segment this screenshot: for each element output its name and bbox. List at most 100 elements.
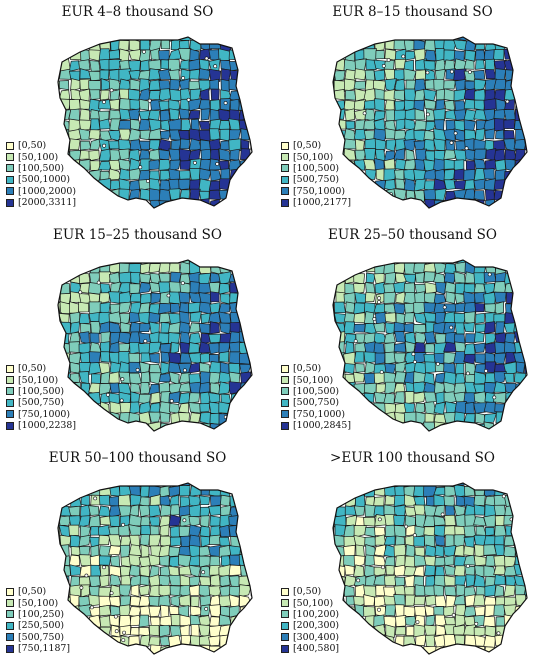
legend-item: [0,50) bbox=[6, 140, 94, 151]
legend-swatch bbox=[6, 398, 14, 407]
panel-title: EUR 8–15 thousand SO bbox=[332, 4, 493, 20]
city-marker bbox=[401, 54, 406, 59]
district-region bbox=[209, 616, 220, 627]
district-region bbox=[148, 263, 162, 274]
district-region bbox=[394, 576, 406, 588]
district-region bbox=[218, 381, 232, 395]
district-region bbox=[78, 128, 92, 141]
district-region bbox=[355, 363, 365, 373]
legend-label: [100,500) bbox=[293, 162, 340, 174]
district-region bbox=[78, 534, 92, 548]
district-region bbox=[493, 604, 505, 617]
district-region bbox=[188, 516, 200, 527]
district-region bbox=[433, 158, 445, 172]
legend-item: [50,100) bbox=[6, 151, 94, 163]
legend: [0,50) [50,100) [100,500) [500,1000) [10… bbox=[6, 140, 94, 208]
district-region bbox=[403, 68, 417, 81]
city-marker bbox=[453, 131, 458, 136]
city-marker bbox=[122, 630, 127, 635]
poland-choropleth-map bbox=[332, 259, 528, 432]
district-region bbox=[384, 272, 397, 285]
district-region bbox=[158, 303, 172, 315]
district-region bbox=[454, 322, 465, 335]
city-marker bbox=[142, 49, 146, 54]
district-region bbox=[454, 292, 465, 305]
district-region bbox=[68, 524, 80, 536]
city-marker bbox=[451, 613, 456, 617]
district-region bbox=[403, 138, 416, 152]
district-region bbox=[414, 546, 426, 558]
district-region bbox=[453, 68, 467, 81]
district-region bbox=[108, 526, 122, 537]
district-region bbox=[178, 189, 191, 202]
legend-item: [500,750) bbox=[281, 397, 369, 408]
district-region bbox=[453, 149, 467, 162]
district-region bbox=[434, 535, 445, 547]
district-region bbox=[208, 361, 222, 374]
district-region bbox=[188, 322, 201, 334]
district-region bbox=[444, 505, 456, 517]
city-marker bbox=[353, 339, 358, 344]
district-region bbox=[98, 505, 112, 517]
district-region bbox=[374, 138, 387, 152]
legend-item: [250,500) bbox=[6, 620, 94, 631]
district-region bbox=[493, 544, 505, 556]
legend-label: [500,1000) bbox=[18, 174, 71, 186]
district-region bbox=[189, 311, 202, 323]
district-region bbox=[178, 545, 192, 557]
legend-label: [750,1000) bbox=[18, 408, 71, 420]
district-region bbox=[384, 99, 395, 112]
district-region bbox=[393, 303, 407, 315]
legend-label: [50,100) bbox=[18, 597, 59, 609]
district-region bbox=[464, 401, 475, 415]
district-region bbox=[413, 324, 427, 334]
legend-item: [750,1000) bbox=[6, 409, 94, 420]
district-region bbox=[108, 159, 120, 171]
district-region bbox=[159, 291, 171, 305]
district-region bbox=[414, 69, 427, 81]
district-region bbox=[443, 272, 457, 284]
district-region bbox=[179, 311, 190, 325]
district-region bbox=[169, 625, 182, 637]
district-region bbox=[179, 574, 191, 588]
district-region bbox=[169, 159, 182, 172]
district-region bbox=[169, 88, 182, 102]
district-region bbox=[70, 78, 81, 92]
district-region bbox=[89, 332, 100, 344]
district-region bbox=[414, 606, 426, 617]
city-marker bbox=[181, 76, 186, 80]
district-region bbox=[158, 100, 170, 112]
district-region bbox=[208, 311, 221, 324]
district-region bbox=[463, 545, 475, 557]
district-region bbox=[463, 321, 475, 333]
district-region bbox=[463, 188, 477, 200]
district-region bbox=[453, 180, 467, 190]
district-region bbox=[118, 584, 132, 598]
district-region bbox=[364, 504, 377, 517]
city-marker bbox=[106, 392, 110, 397]
district-region bbox=[405, 148, 415, 161]
district-region bbox=[78, 119, 92, 131]
district-region bbox=[434, 614, 447, 627]
city-marker bbox=[186, 97, 191, 102]
district-region bbox=[483, 596, 497, 606]
city-marker bbox=[102, 143, 107, 148]
district-region bbox=[395, 615, 407, 627]
district-region bbox=[434, 188, 447, 201]
district-region bbox=[413, 119, 427, 131]
legend-swatch bbox=[6, 376, 14, 385]
district-region bbox=[228, 159, 242, 171]
district-region bbox=[129, 311, 141, 324]
city-marker bbox=[204, 606, 209, 611]
district-region bbox=[159, 624, 170, 638]
district-region bbox=[179, 624, 190, 638]
district-region bbox=[118, 291, 132, 304]
district-region bbox=[200, 515, 210, 528]
district-region bbox=[129, 401, 141, 415]
district-region bbox=[108, 596, 121, 608]
district-region bbox=[109, 555, 121, 568]
district-region bbox=[140, 260, 152, 264]
district-region bbox=[130, 37, 142, 41]
legend: [0,50) [50,100) [100,200) [200,300) [300… bbox=[281, 586, 369, 654]
district-region bbox=[148, 534, 162, 548]
